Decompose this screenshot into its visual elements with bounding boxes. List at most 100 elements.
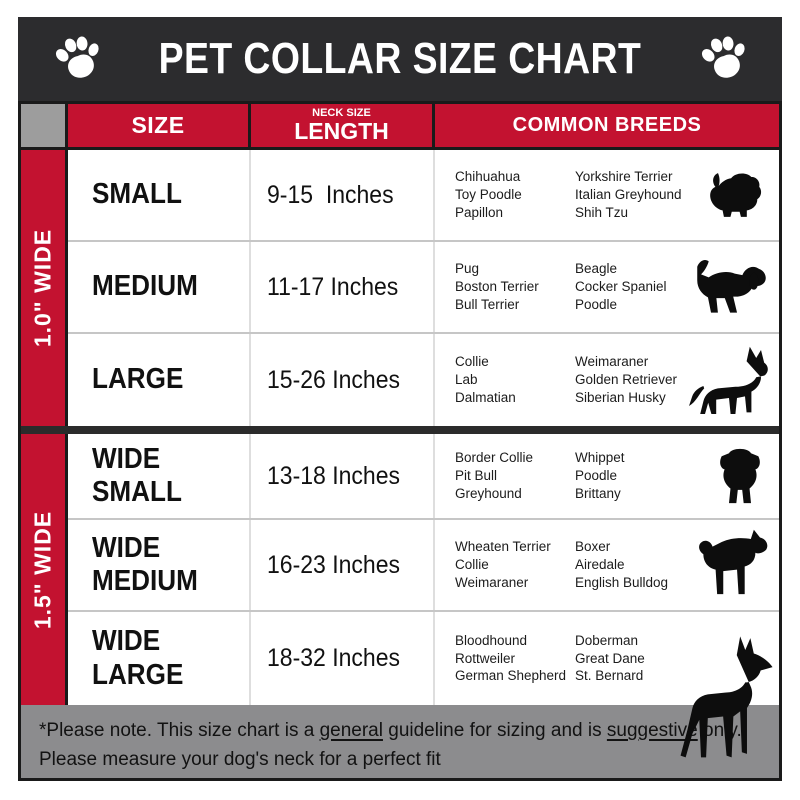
breed: English Bulldog [575, 574, 669, 590]
breed: Siberian Husky [575, 389, 666, 405]
breed: Beagle [575, 261, 618, 277]
breed: Cocker Spaniel [575, 279, 667, 295]
footer-note: *Please note. This size chart is a gener… [21, 705, 779, 778]
note-text: *Please note. This size chart is a [39, 720, 320, 741]
breeds-column-1: Border Collie Pit Bull Greyhound [455, 449, 575, 502]
length-text: 11-17 Inches [267, 272, 399, 301]
breeds-column-2: Boxer Airedale English Bulldog [575, 538, 710, 591]
breed: Wheaten Terrier [455, 539, 551, 555]
breed: German Shepherd [455, 668, 567, 684]
size-cell: WIDE LARGE [68, 612, 251, 705]
header-neck-size-sub: NECK SIZE [312, 106, 371, 119]
breed: Greyhound [455, 485, 522, 501]
size-cell: SMALL [68, 150, 251, 240]
length-text: 9-15 Inches [267, 180, 394, 209]
breed: Pug [455, 261, 480, 277]
breed: Poodle [575, 296, 618, 312]
breed: Bloodhound [455, 632, 528, 648]
size-text: LARGE [92, 363, 184, 396]
note-text: guideline for sizing and is [382, 720, 607, 741]
table-row-small: SMALL 9-15 Inches Chihuahua Toy Poodle P… [68, 150, 779, 242]
breed: Toy Poodle [455, 187, 522, 203]
breeds-column-2: Doberman Great Dane St. Bernard [575, 632, 710, 685]
breeds-cell: Wheaten Terrier Collie Weimaraner Boxer … [435, 520, 779, 610]
table-row-wide-medium: WIDE MEDIUM 16-23 Inches Wheaten Terrier… [68, 520, 779, 612]
table-row-large: LARGE 15-26 Inches Collie Lab Dalmatian … [68, 334, 779, 426]
size-text: MEDIUM [92, 270, 198, 303]
breeds-cell: Collie Lab Dalmatian Weimaraner Golden R… [435, 334, 779, 426]
breed: Poodle [575, 468, 618, 484]
breed: Airedale [575, 557, 625, 573]
breeds-column-1: Chihuahua Toy Poodle Papillon [455, 168, 575, 221]
breeds-cell: Chihuahua Toy Poodle Papillon Yorkshire … [435, 150, 779, 240]
dog-silhouette-shih-tzu-icon [701, 165, 773, 225]
size-text: WIDE LARGE [92, 625, 184, 691]
section-rows: SMALL 9-15 Inches Chihuahua Toy Poodle P… [68, 150, 779, 426]
dog-silhouette-cocker-spaniel-icon [685, 254, 773, 320]
note-underlined-word: suggestive [606, 720, 698, 741]
table-header-row: SIZE NECK SIZE LENGTH COMMON BREEDS [21, 104, 779, 150]
table-row-medium: MEDIUM 11-17 Inches Pug Boston Terrier B… [68, 242, 779, 334]
width-label-1-0: 1.0" WIDE [21, 150, 68, 426]
breeds-cell: Border Collie Pit Bull Greyhound Whippet… [435, 434, 779, 518]
length-text: 13-18 Inches [267, 461, 400, 490]
breed: Doberman [575, 632, 639, 648]
table-row-wide-small: WIDE SMALL 13-18 Inches Border Collie Pi… [68, 434, 779, 520]
length-cell: 13-18 Inches [251, 434, 435, 518]
breed: Weimaraner [575, 354, 649, 370]
size-text: WIDE SMALL [92, 442, 182, 508]
length-cell: 11-17 Inches [251, 242, 435, 332]
note-underlined-word: general [319, 720, 383, 741]
size-cell: WIDE MEDIUM [68, 520, 251, 610]
breeds-column-1: Pug Boston Terrier Bull Terrier [455, 260, 575, 313]
breed: Italian Greyhound [575, 187, 682, 203]
dog-silhouette-doberman-icon [663, 633, 779, 765]
width-label-text: 1.5" WIDE [29, 510, 56, 629]
breed: Weimaraner [455, 574, 529, 590]
size-cell: MEDIUM [68, 242, 251, 332]
breeds-cell: Pug Boston Terrier Bull Terrier Beagle C… [435, 242, 779, 332]
length-cell: 16-23 Inches [251, 520, 435, 610]
breeds-column-2: Beagle Cocker Spaniel Poodle [575, 260, 710, 313]
breeds-column-1: Collie Lab Dalmatian [455, 353, 575, 406]
section-1-5-wide: 1.5" WIDE WIDE SMALL 13-18 Inches Border… [21, 434, 779, 758]
breeds-cell: Bloodhound Rottweiler German Shepherd Do… [435, 612, 779, 758]
table-row-wide-large: WIDE LARGE 18-32 Inches Bloodhound Rottw… [68, 612, 779, 758]
size-text: SMALL [92, 178, 182, 211]
corner-cell [21, 104, 68, 147]
header-common-breeds: COMMON BREEDS [435, 104, 779, 147]
breed: Boston Terrier [455, 279, 539, 295]
length-text: 15-26 Inches [267, 365, 400, 394]
length-cell: 18-32 Inches [251, 612, 435, 705]
breed: Great Dane [575, 650, 645, 666]
size-cell: LARGE [68, 334, 251, 426]
dog-silhouette-pit-bull-icon [685, 523, 773, 607]
footer-note-line-1: *Please note. This size chart is a gener… [39, 717, 761, 746]
breed: Shih Tzu [575, 204, 629, 220]
breed: Collie [455, 557, 489, 573]
size-chart-table: SIZE NECK SIZE LENGTH COMMON BREEDS 1.0"… [18, 101, 782, 781]
length-cell: 15-26 Inches [251, 334, 435, 426]
breed: Brittany [575, 485, 621, 501]
breed: Pit Bull [455, 468, 498, 484]
breed: Golden Retriever [575, 372, 678, 388]
page-title: PET COLLAR SIZE CHART [158, 34, 642, 83]
width-label-1-5: 1.5" WIDE [21, 434, 68, 705]
breeds-column-2: Weimaraner Golden Retriever Siberian Hus… [575, 353, 710, 406]
dog-silhouette-german-shepherd-icon [681, 340, 773, 420]
title-bar: PET COLLAR SIZE CHART [18, 17, 782, 101]
paw-print-icon [50, 31, 104, 85]
length-text: 18-32 Inches [267, 644, 400, 672]
header-size: SIZE [68, 104, 251, 147]
footer-note-line-2: Please measure your dog's neck for a per… [39, 748, 441, 770]
breeds-column-2: Yorkshire Terrier Italian Greyhound Shih… [575, 168, 710, 221]
breeds-column-2: Whippet Poodle Brittany [575, 449, 710, 502]
breeds-column-1: Bloodhound Rottweiler German Shepherd [455, 632, 575, 685]
section-divider [21, 426, 779, 434]
breed: Border Collie [455, 450, 534, 466]
header-neck-size-length: NECK SIZE LENGTH [251, 104, 435, 147]
breed: Dalmatian [455, 389, 516, 405]
length-cell: 9-15 Inches [251, 150, 435, 240]
section-1-0-wide: 1.0" WIDE SMALL 9-15 Inches Chihuahua To… [21, 150, 779, 426]
